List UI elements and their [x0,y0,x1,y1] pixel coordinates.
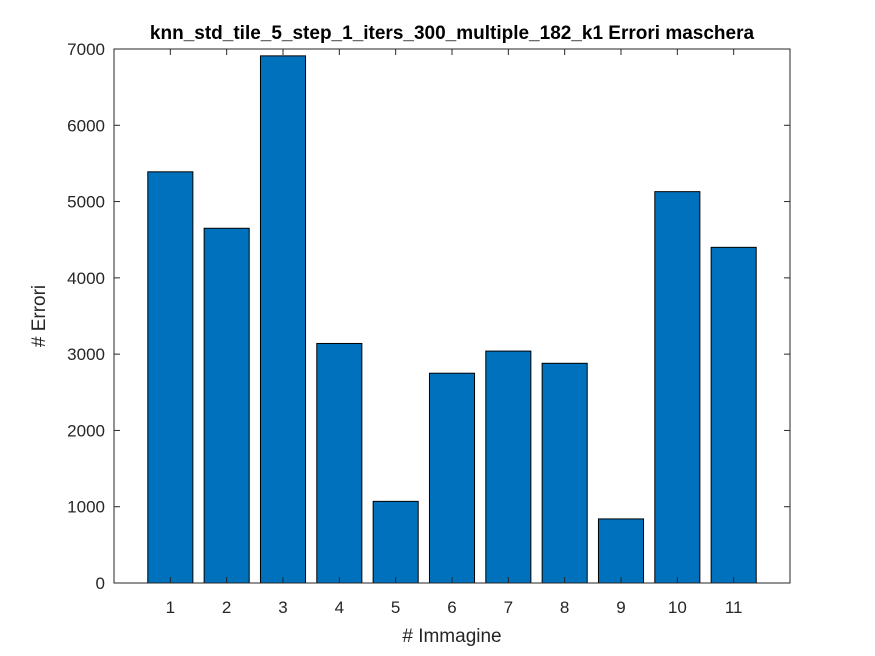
bar-8 [541,362,588,584]
x-tick-label: 9 [616,598,625,617]
bar-6 [428,372,476,584]
x-tick-label: 7 [504,598,513,617]
y-tick-label: 5000 [67,193,105,212]
y-axis-label: # Errori [29,285,50,347]
x-axis-label: # Immagine [402,626,501,647]
y-tick-label: 7000 [67,40,105,59]
chart-title: knn_std_tile_5_step_1_iters_300_multiple… [150,23,755,44]
x-tick-label: 2 [222,598,231,617]
bar-5 [372,500,419,584]
x-tick-label: 1 [166,598,175,617]
bar-7 [485,350,532,584]
y-tick-label: 6000 [67,116,105,135]
x-tick-label: 4 [335,598,344,617]
x-tick-label: 10 [668,598,687,617]
bar-2 [203,227,250,584]
y-tick-label: 4000 [67,269,105,288]
y-tick-label: 2000 [67,421,105,440]
x-tick-label: 5 [391,598,400,617]
bars-group [147,55,757,584]
y-tick-label: 3000 [67,345,105,364]
x-tick-label: 8 [560,598,569,617]
y-axis-ticks: 0 1000 2000 3000 4000 5000 6000 7000 [67,40,790,593]
bar-4 [316,342,363,584]
plot-frame [113,48,791,584]
x-tick-label: 6 [447,598,456,617]
y-tick-label: 1000 [67,498,105,517]
x-tick-label: 3 [278,598,287,617]
bar-11 [710,246,757,584]
y-tick-label: 0 [96,574,105,593]
bar-1 [147,171,194,584]
x-axis-ticks: 1 2 3 4 5 6 7 8 9 10 11 [166,49,743,617]
bar-10 [654,191,701,584]
bar-9 [597,518,645,584]
x-tick-label: 11 [725,598,743,617]
bar-3 [259,55,307,584]
